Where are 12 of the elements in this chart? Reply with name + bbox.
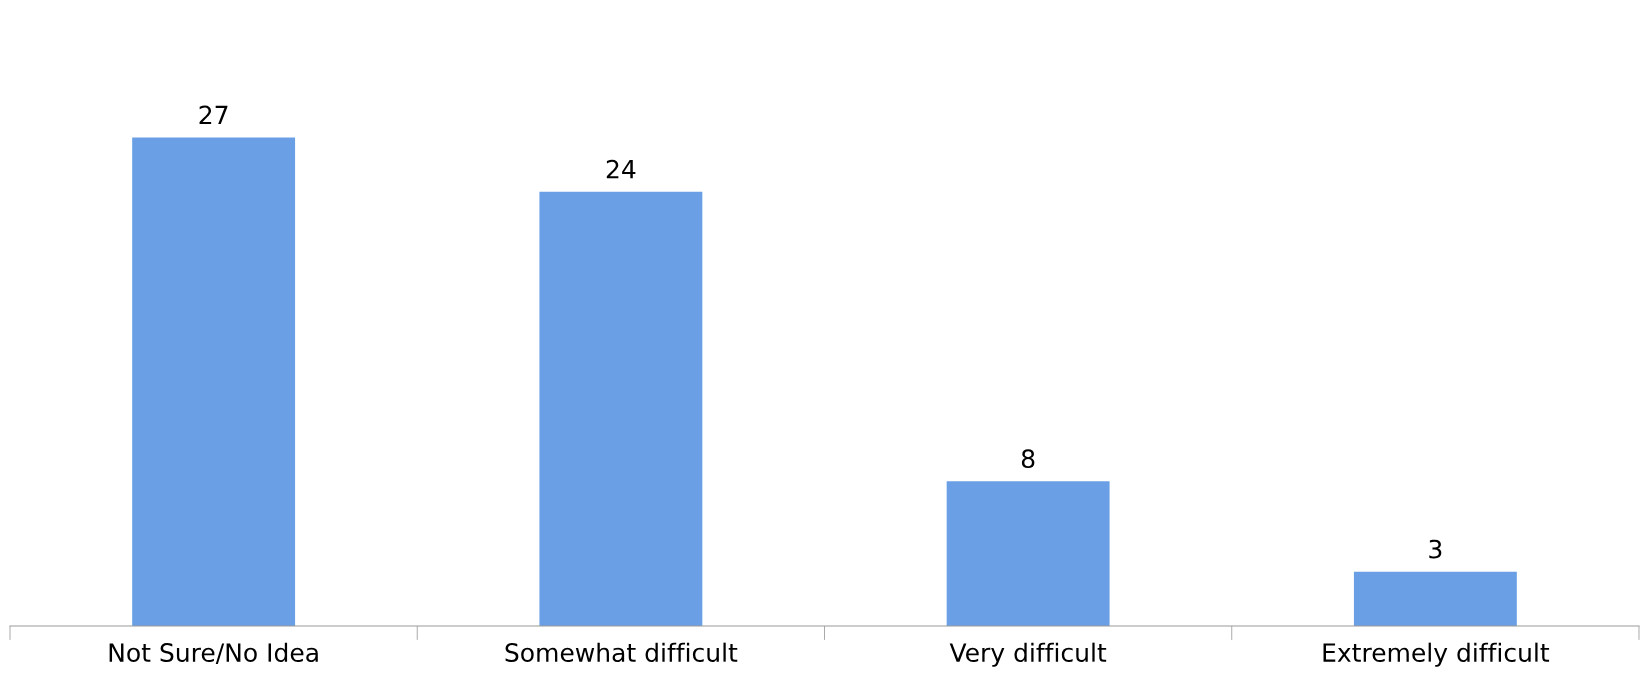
- bar: [1353, 571, 1517, 626]
- x-tick-label: Not Sure/No Idea: [109, 642, 318, 664]
- x-tick-label: Very difficult: [949, 642, 1107, 667]
- data-label: 27: [199, 105, 228, 125]
- bar: [946, 481, 1110, 626]
- data-label: 24: [606, 159, 636, 179]
- bar: [132, 137, 296, 626]
- x-tick-label: Extremely difficult: [1323, 642, 1550, 667]
- data-label: 8: [1021, 449, 1035, 469]
- x-tick-label: Somewhat difficult: [505, 642, 738, 663]
- bar: [539, 191, 703, 626]
- data-label: 3: [1429, 539, 1442, 559]
